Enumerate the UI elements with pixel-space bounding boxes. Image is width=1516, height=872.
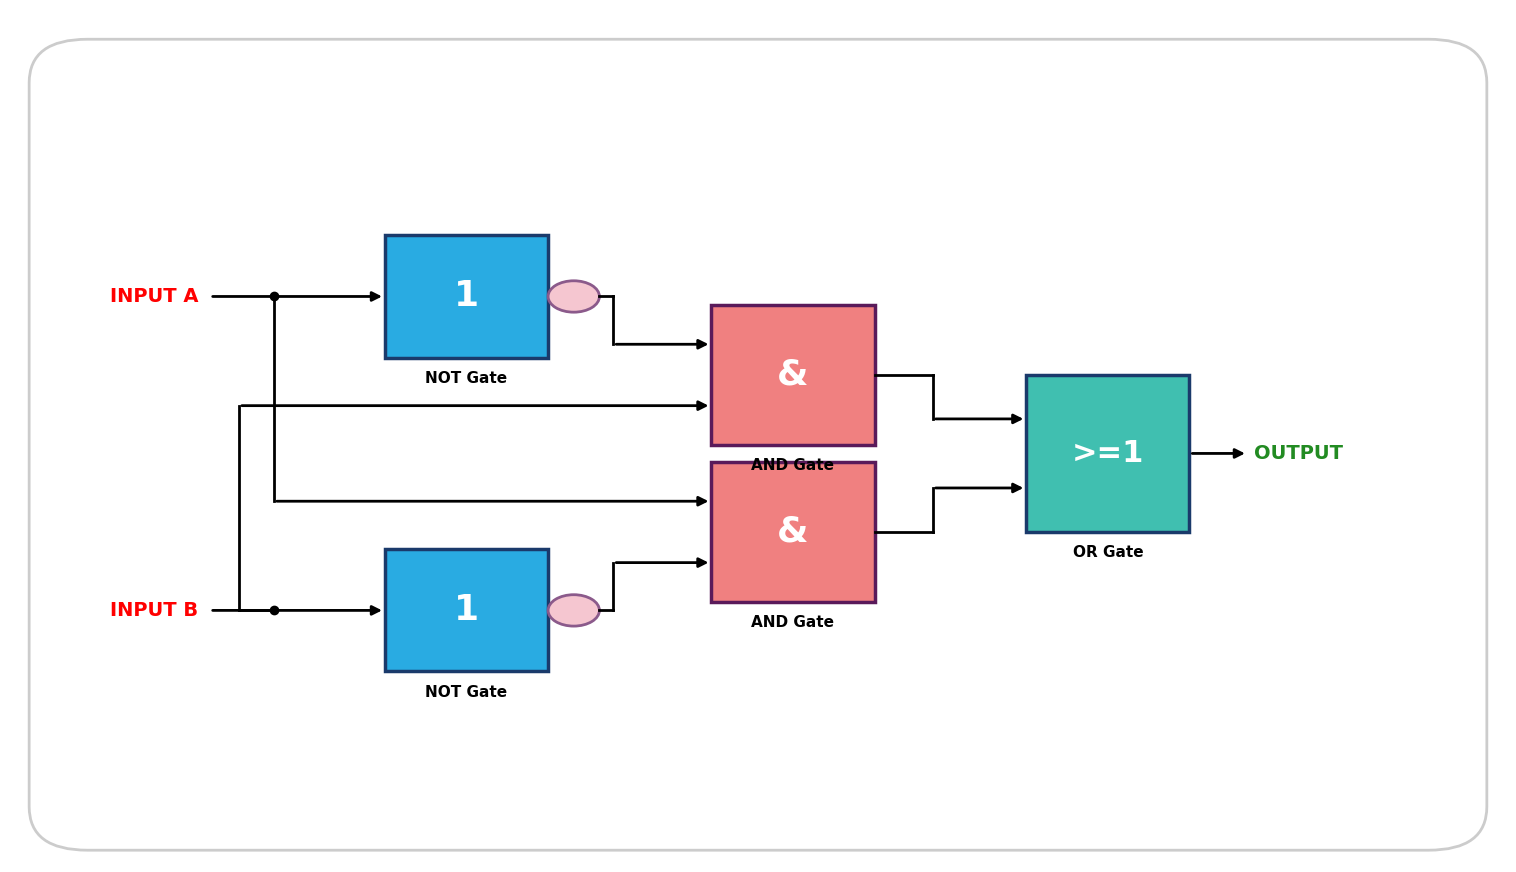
Text: 1: 1 bbox=[453, 594, 479, 627]
Text: OR Gate: OR Gate bbox=[1072, 545, 1143, 560]
Text: INPUT A: INPUT A bbox=[109, 287, 199, 306]
FancyBboxPatch shape bbox=[711, 462, 875, 602]
FancyBboxPatch shape bbox=[711, 305, 875, 445]
Text: AND Gate: AND Gate bbox=[752, 615, 834, 630]
Text: 1: 1 bbox=[453, 280, 479, 313]
Ellipse shape bbox=[549, 595, 599, 626]
FancyBboxPatch shape bbox=[385, 235, 549, 358]
Ellipse shape bbox=[549, 281, 599, 312]
Text: NOT Gate: NOT Gate bbox=[426, 685, 508, 699]
Text: AND Gate: AND Gate bbox=[752, 458, 834, 473]
Text: NOT Gate: NOT Gate bbox=[426, 371, 508, 385]
Text: INPUT B: INPUT B bbox=[111, 601, 199, 620]
Text: >=1: >=1 bbox=[1072, 439, 1145, 468]
Text: OUTPUT: OUTPUT bbox=[1254, 444, 1343, 463]
FancyBboxPatch shape bbox=[1026, 375, 1190, 532]
FancyBboxPatch shape bbox=[29, 39, 1487, 850]
FancyBboxPatch shape bbox=[385, 549, 549, 671]
Text: &: & bbox=[778, 515, 808, 548]
Text: &: & bbox=[778, 358, 808, 392]
